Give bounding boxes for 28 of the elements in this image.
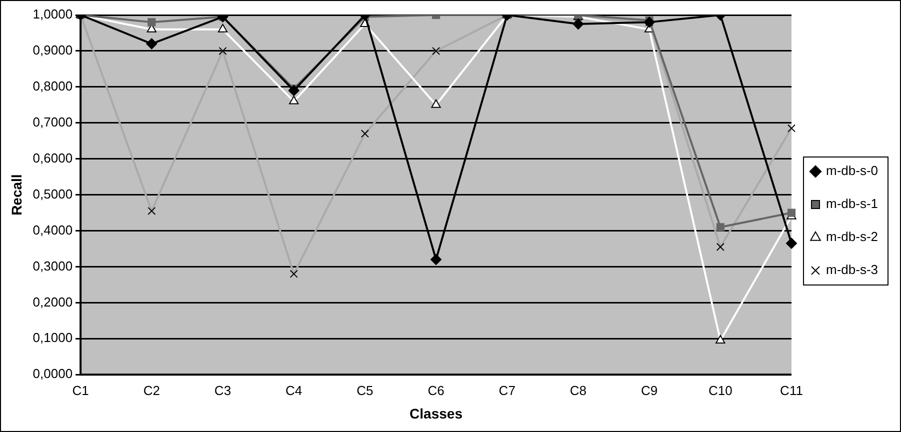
y-tick-label: 0,7000 — [32, 114, 73, 130]
y-tick-label: 1,0000 — [32, 6, 73, 22]
y-tick-label: 0,8000 — [32, 78, 73, 94]
y-tick-label: 0,3000 — [32, 258, 73, 274]
x-tick-label: C7 — [498, 382, 516, 398]
y-tick-label: 0,9000 — [32, 42, 73, 58]
x-tick-label: C4 — [286, 382, 302, 398]
y-tick-label: 0,1000 — [32, 330, 73, 346]
x-tick-label: C9 — [640, 382, 658, 398]
x-tick-label: C1 — [72, 382, 89, 398]
x-tick-label: C10 — [708, 382, 732, 398]
y-tick-label: 0,4000 — [32, 222, 73, 238]
y-tick-label: 0,0000 — [32, 366, 73, 382]
x-tick-label: C2 — [143, 382, 160, 398]
x-tick-label: C11 — [780, 382, 803, 398]
y-axis-title: Recall — [8, 174, 24, 216]
x-tick-label: C6 — [428, 382, 444, 398]
legend-label: m-db-s-2 — [826, 229, 878, 244]
x-axis-title: Classes — [410, 405, 463, 422]
y-tick-label: 0,2000 — [32, 294, 73, 310]
y-tick-label: 0,6000 — [32, 150, 73, 166]
y-tick-label: 0,5000 — [32, 186, 73, 202]
x-tick-label: C5 — [356, 382, 374, 398]
x-tick-label: C8 — [570, 382, 587, 398]
x-tick-label: C3 — [214, 382, 232, 398]
legend-label: m-db-s-3 — [826, 262, 878, 278]
legend-label: m-db-s-0 — [826, 163, 878, 178]
legend-label: m-db-s-1 — [826, 196, 878, 212]
